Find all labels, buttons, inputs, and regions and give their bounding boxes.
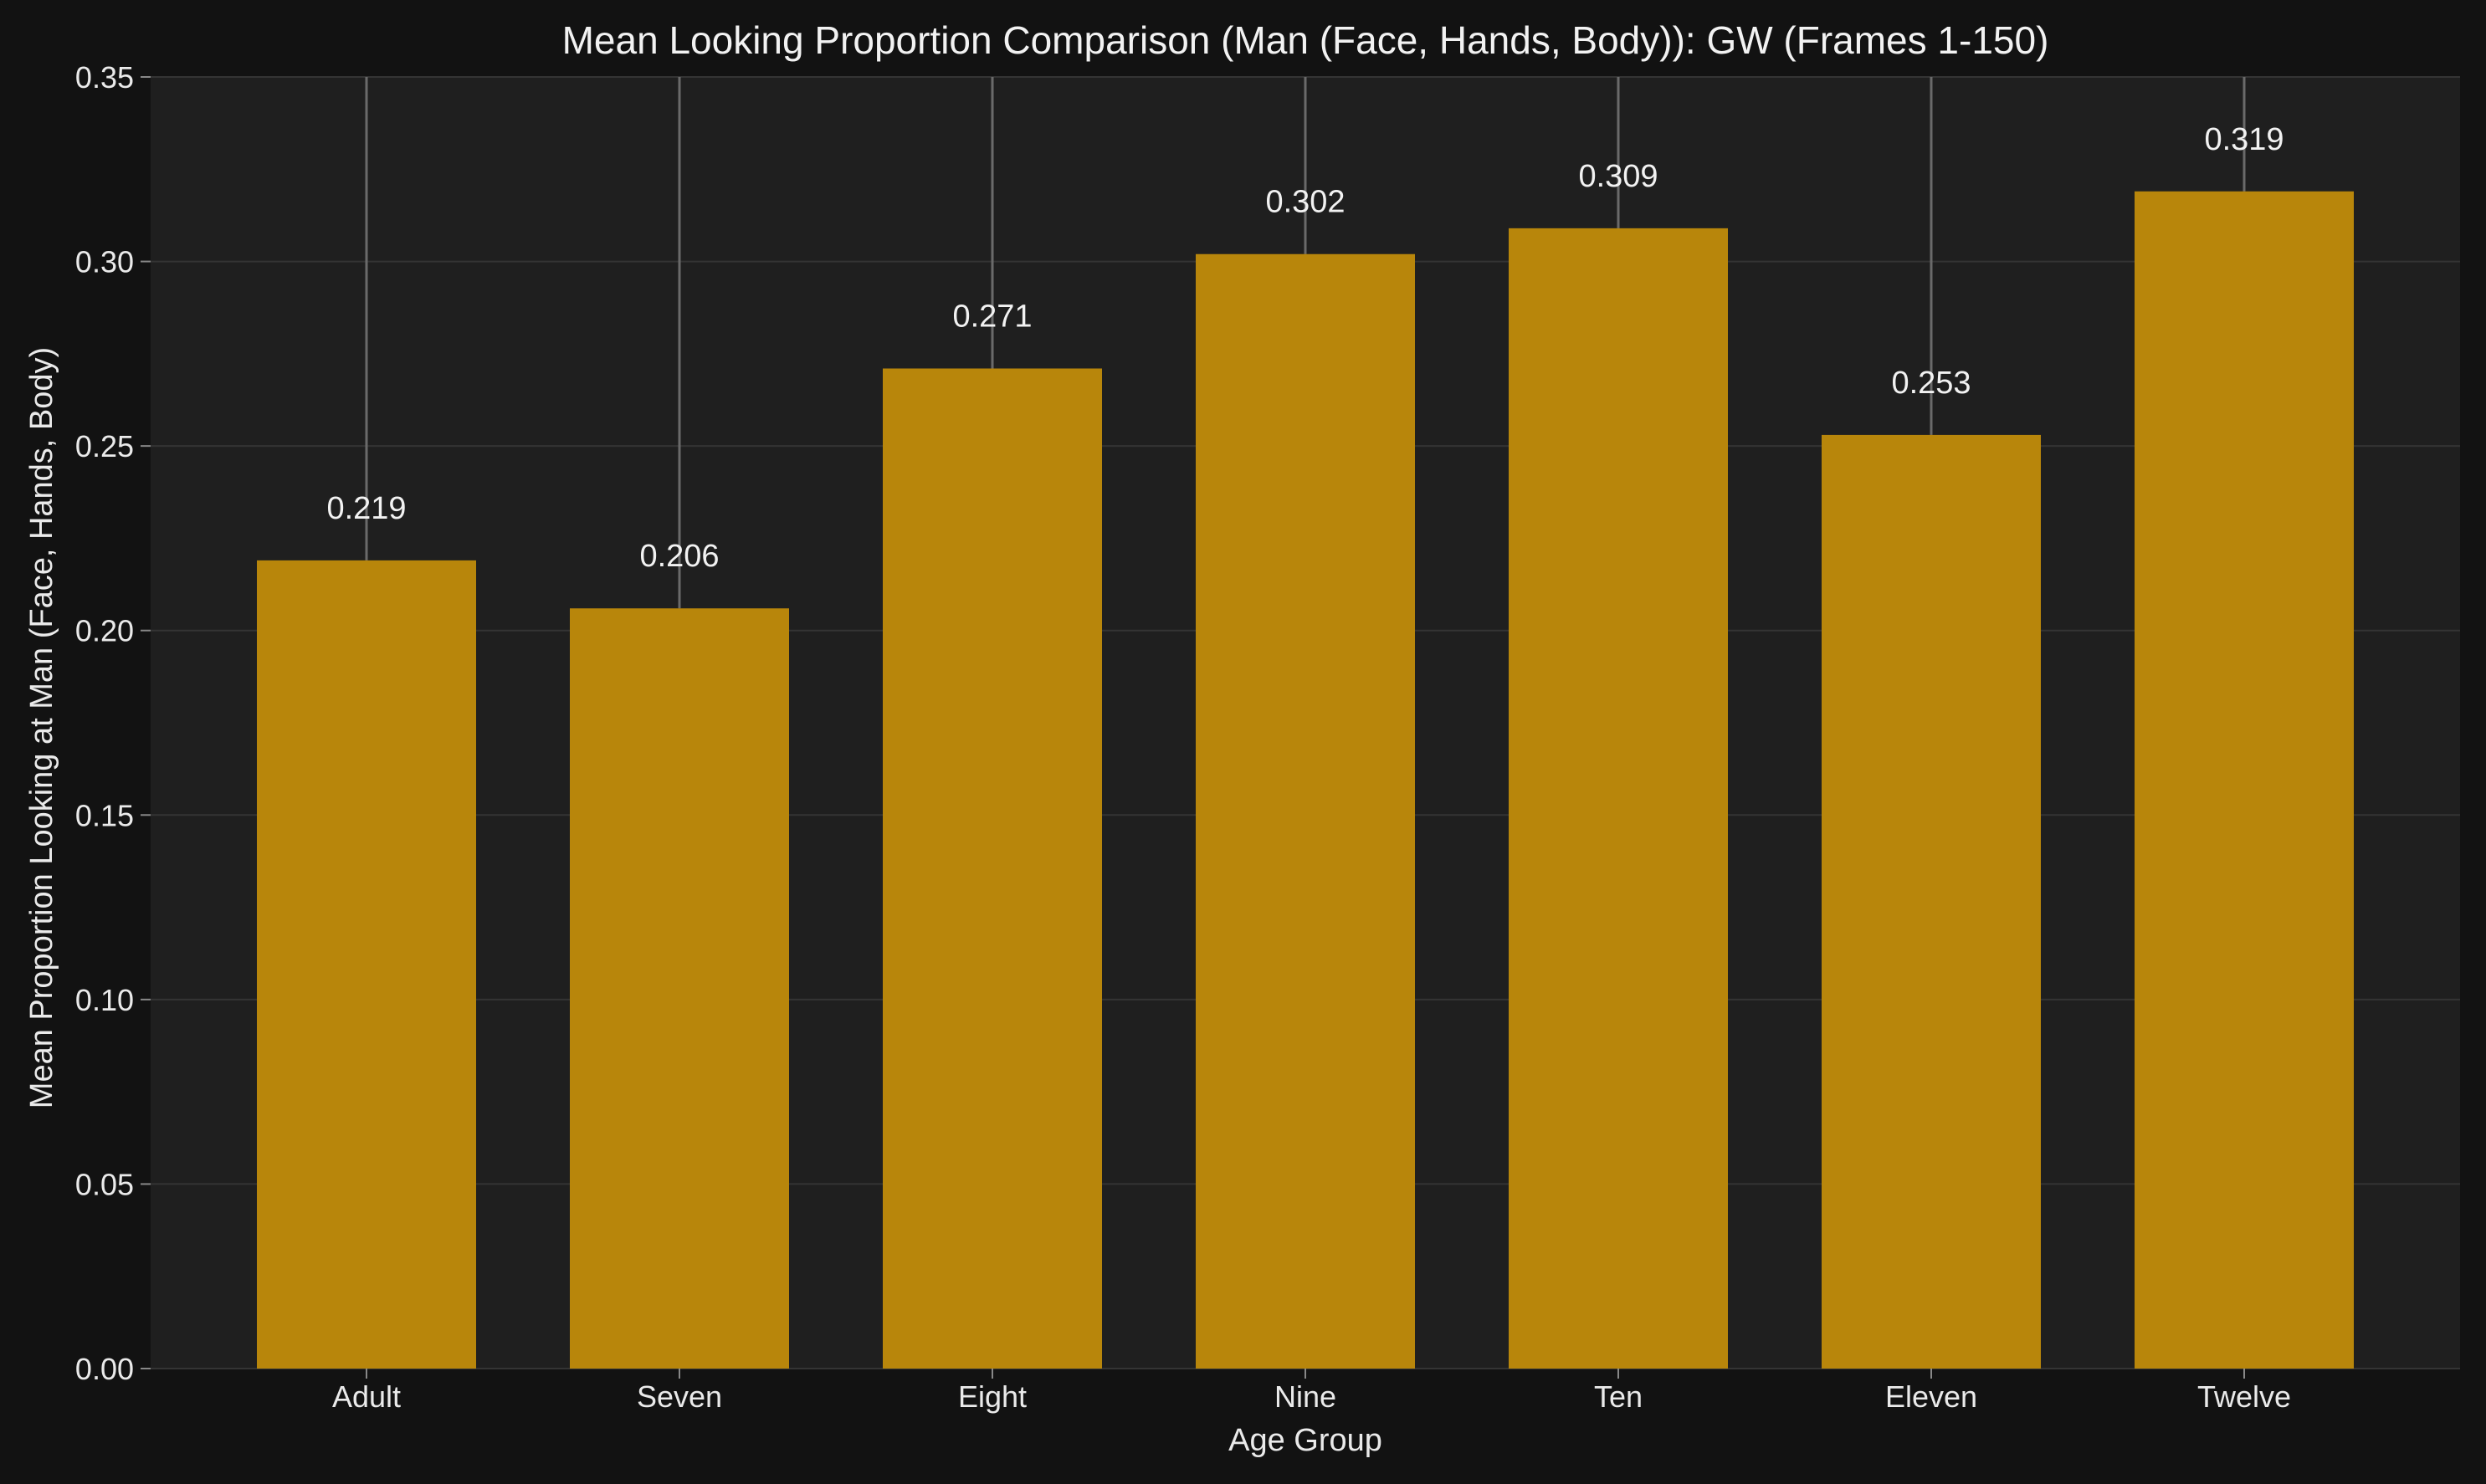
x-tick-label: Nine: [1274, 1379, 1336, 1414]
x-tick-label: Twelve: [2197, 1379, 2291, 1414]
error-bars: [365, 77, 2246, 609]
data-labels: 0.219 0.206 0.271 0.302 0.309 0.253 0.319: [326, 122, 2284, 574]
bar: [257, 560, 476, 1369]
x-tick-label: Seven: [637, 1379, 722, 1414]
x-axis-label: Age Group: [1228, 1423, 1382, 1458]
y-tick-label: 0.05: [75, 1167, 134, 1201]
data-label: 0.253: [1891, 366, 1971, 401]
bar: [2135, 191, 2354, 1369]
data-label: 0.206: [639, 539, 719, 574]
y-tick-label: 0.10: [75, 983, 134, 1017]
x-tick-label: Adult: [332, 1379, 401, 1414]
bars: [257, 191, 2354, 1369]
x-tick-label: Eleven: [1885, 1379, 1977, 1414]
y-tick-label: 0.00: [75, 1352, 134, 1386]
data-label: 0.309: [1578, 159, 1658, 194]
y-tick-label: 0.25: [75, 429, 134, 463]
data-label: 0.302: [1265, 185, 1345, 220]
y-tick-label: 0.30: [75, 245, 134, 279]
chart-title: Mean Looking Proportion Comparison (Man …: [562, 18, 2049, 62]
bar: [1822, 434, 2041, 1369]
bar: [1509, 228, 1728, 1369]
y-axis-label: Mean Proportion Looking at Man (Face, Ha…: [24, 347, 59, 1108]
x-tick-label: Eight: [958, 1379, 1027, 1414]
data-label: 0.219: [326, 491, 406, 526]
x-axis-ticks: Adult Seven Eight Nine Ten Eleven Twelve: [332, 1369, 2291, 1414]
data-label: 0.319: [2204, 122, 2284, 157]
y-tick-label: 0.15: [75, 798, 134, 832]
y-tick-label: 0.20: [75, 614, 134, 648]
x-tick-label: Ten: [1594, 1379, 1643, 1414]
bar: [1196, 253, 1415, 1369]
bar: [883, 368, 1102, 1369]
data-label: 0.271: [952, 299, 1032, 335]
y-axis-ticks: 0.00 0.05 0.10 0.15 0.20 0.25 0.30 0.35: [75, 60, 151, 1386]
y-tick-label: 0.35: [75, 60, 134, 95]
bar: [570, 608, 789, 1369]
